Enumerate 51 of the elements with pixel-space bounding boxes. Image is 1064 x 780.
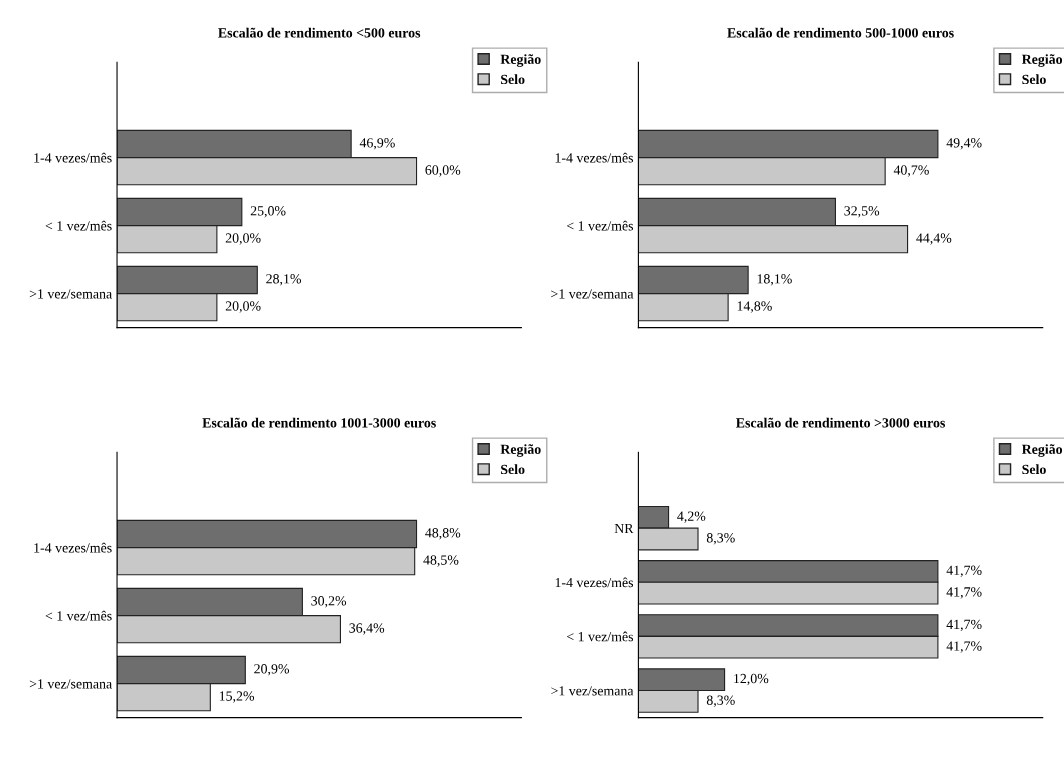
data-label: 36,4% [349,623,385,635]
y-tick-label: < 1 vez/mês [567,220,634,231]
y-tick-label: < 1 vez/mês [45,220,112,231]
data-label: 20,9% [254,664,290,676]
legend-label: Região [500,54,541,67]
data-label: 60,0% [425,165,461,177]
legend-label: Região [500,444,541,457]
legend-label: Selo [1022,74,1046,85]
data-label: 14,8% [737,301,772,313]
data-label: 25,0% [250,206,286,218]
legend-label: Região [1021,444,1063,457]
y-tick-label: >1 vez/semana [29,289,112,299]
y-tick-label: 1-4 vezes/mês [34,542,112,553]
data-label: 8,3% [706,695,735,707]
y-tick-label: >1 vez/semana [551,686,634,696]
chart-title: Escalão de rendimento <500 euros [218,27,421,38]
data-label: 41,7% [946,565,982,577]
data-label: 20,0% [225,233,261,245]
legend-label: Selo [1022,464,1046,475]
y-tick-label: >1 vez/semana [29,679,112,689]
data-label: 4,2% [677,511,706,523]
data-label: 30,2% [311,596,347,608]
data-label: 48,8% [425,528,461,540]
data-label: 40,7% [893,165,929,177]
y-tick-label: 1-4 vezes/mês [555,152,634,163]
data-label: 8,3% [706,533,735,545]
data-label: 41,7% [946,619,982,632]
data-label: 28,1% [266,274,302,286]
data-label: 32,5% [844,206,880,218]
data-label: 41,7% [946,641,982,653]
y-tick-label: 1-4 vezes/mês [555,577,634,588]
data-label: 41,7% [946,587,982,599]
data-label: 15,2% [219,691,255,703]
chart-title: Escalão de rendimento 1001-3000 euros [202,417,436,428]
y-tick-label: 1-4 vezes/mês [34,152,112,163]
legend-label: Região [1021,54,1063,67]
y-tick-label: >1 vez/semana [551,289,634,299]
data-label: 44,4% [916,233,952,245]
y-tick-label: NR [614,523,634,533]
data-label: 48,5% [423,555,459,567]
data-label: 49,4% [946,138,982,150]
data-label: 46,9% [359,138,395,150]
legend-label: Selo [501,74,525,85]
data-label: 20,0% [225,301,261,313]
legend-label: Selo [501,464,525,475]
y-tick-label: < 1 vez/mês [567,631,634,642]
y-tick-label: < 1 vez/mês [45,610,112,621]
chart-title: Escalão de rendimento 500-1000 euros [727,27,954,38]
data-label: 12,0% [734,673,769,686]
chart-title: Escalão de rendimento >3000 euros [736,417,946,428]
data-label: 18,1% [757,274,792,286]
